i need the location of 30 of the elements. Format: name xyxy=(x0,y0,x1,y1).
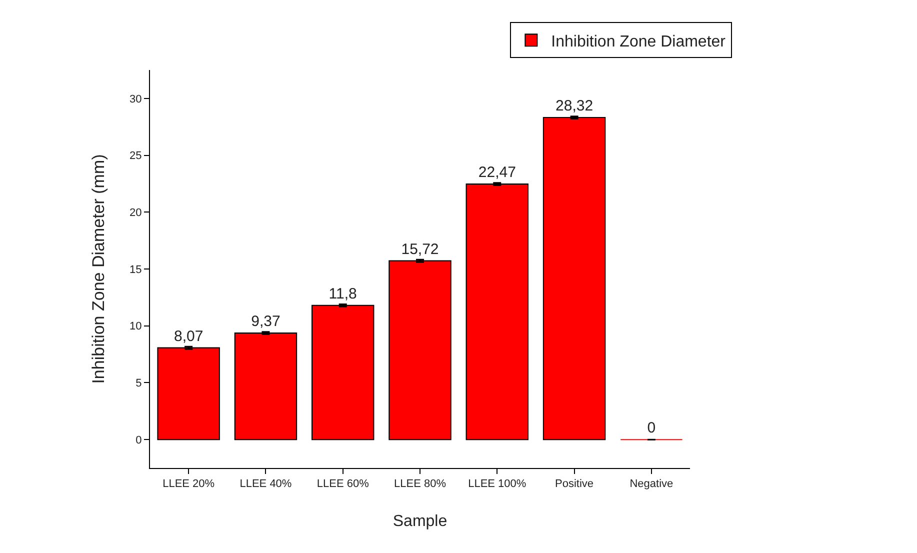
legend-label: Inhibition Zone Diameter xyxy=(551,33,726,50)
bar xyxy=(157,347,220,440)
data-label: 11,8 xyxy=(328,285,357,302)
bar xyxy=(312,304,374,440)
x-tick-label: Negative xyxy=(630,478,674,490)
y-tick-label: 5 xyxy=(136,378,142,390)
bar xyxy=(542,117,606,440)
x-tick-label: LLEE 80% xyxy=(394,478,446,490)
data-label: 28,32 xyxy=(556,98,594,115)
y-tick-label: 0 xyxy=(136,434,142,446)
y-tick-label: 30 xyxy=(130,93,142,106)
bar xyxy=(466,184,528,440)
y-axis-title: Inhibition Zone Diameter (mm) xyxy=(89,154,108,384)
data-label: 15,72 xyxy=(401,240,439,258)
y-tick-label: 25 xyxy=(130,150,142,162)
y-tick-label: 20 xyxy=(130,206,142,219)
data-label: 8,07 xyxy=(174,328,204,345)
x-axis-title: Sample xyxy=(392,513,448,530)
bar xyxy=(234,332,298,440)
x-tick-label: LLEE 40% xyxy=(240,478,292,490)
x-tick-label: LLEE 20% xyxy=(162,478,215,490)
data-label: 9,37 xyxy=(251,313,280,330)
x-tick-label: Positive xyxy=(555,478,594,490)
x-tick-label: LLEE 60% xyxy=(316,478,370,490)
y-tick-label: 10 xyxy=(130,320,142,333)
data-label: 0 xyxy=(647,420,656,437)
y-tick-label: 15 xyxy=(130,264,142,276)
bar xyxy=(388,260,452,440)
data-label: 22,47 xyxy=(478,164,516,182)
x-tick-label: LLEE 100% xyxy=(468,478,526,490)
